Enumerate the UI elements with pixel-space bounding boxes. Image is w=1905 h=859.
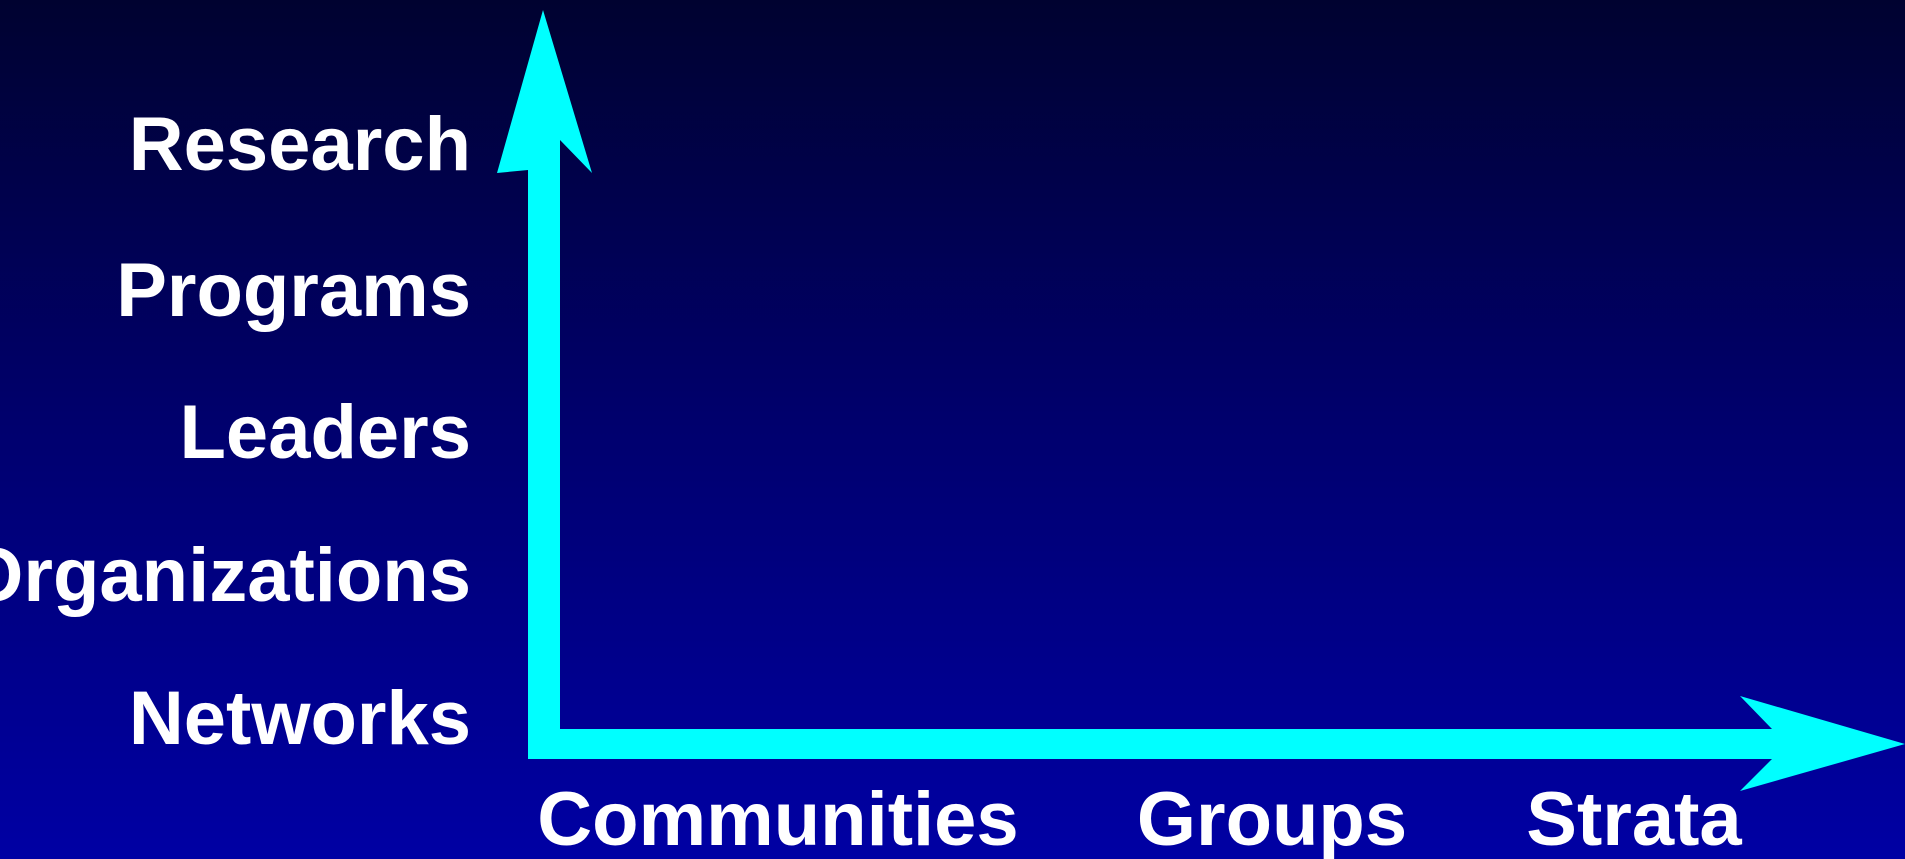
x-label: Groups [1137,777,1407,859]
y-label: Networks [129,676,471,761]
y-label: Organizations [0,533,471,618]
vertical-axis-arrow [497,10,592,759]
horizontal-axis-arrow [528,696,1905,791]
y-label: Research [129,102,471,187]
y-labels: Research Programs Leaders Organizations Netw… [0,102,471,761]
x-labels: Communities Groups Strata [537,777,1742,859]
y-label: Programs [116,248,471,333]
x-label: Strata [1526,777,1742,859]
x-label: Communities [537,777,1018,859]
y-label: Leaders [180,390,472,475]
